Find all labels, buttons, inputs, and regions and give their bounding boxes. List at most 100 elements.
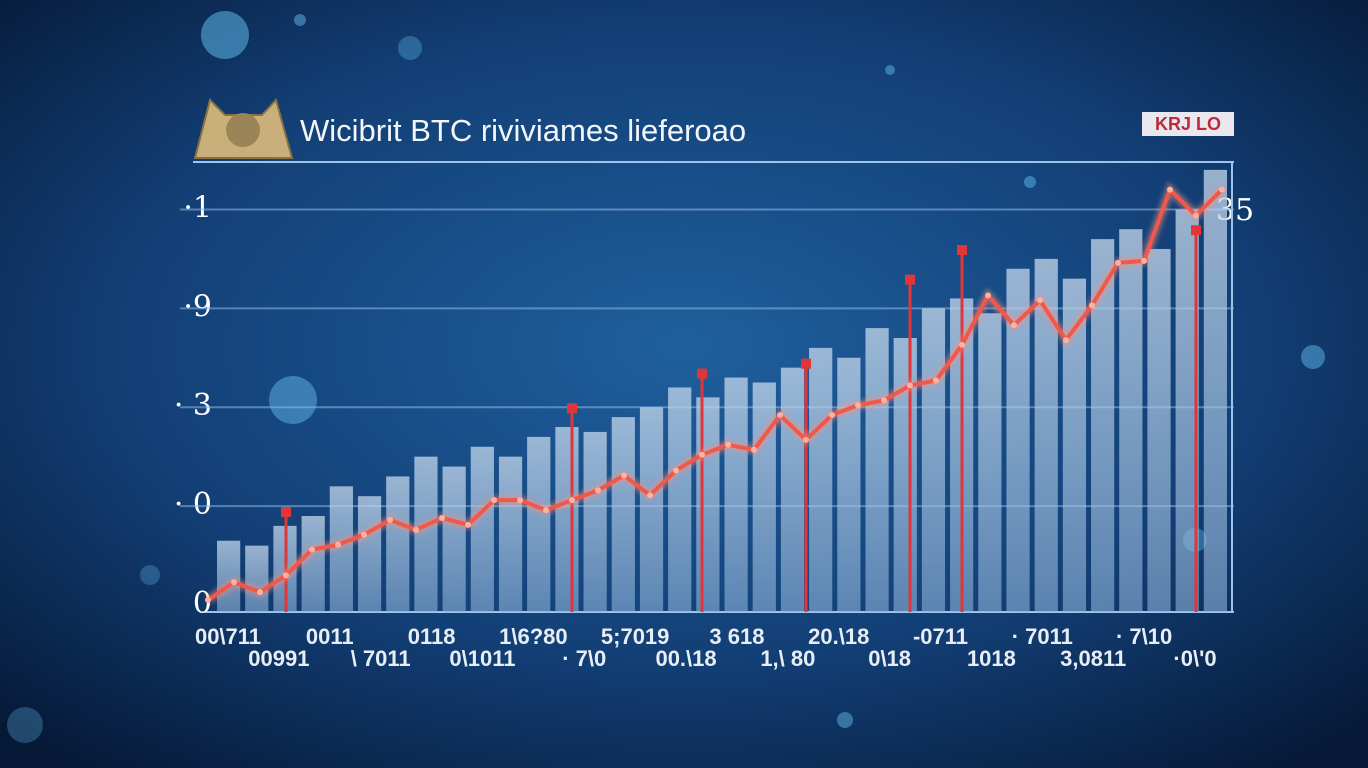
bar-sheen: [217, 540, 241, 612]
line-point: [751, 446, 757, 453]
bar-sheen: [1062, 278, 1087, 612]
bar-sheen: [414, 456, 438, 612]
line-point: [1193, 212, 1199, 219]
x-tick-label: 00.\18: [655, 646, 716, 671]
bar-sheen: [865, 328, 889, 612]
line-point: [439, 514, 445, 521]
logo: [193, 98, 294, 159]
bar-sheen: [1203, 169, 1227, 612]
line-point: [959, 341, 965, 348]
line-point: [1011, 322, 1017, 329]
line-point: [543, 507, 549, 514]
bar-sheen: [245, 545, 269, 612]
line-point: [1141, 257, 1147, 264]
line-point: [283, 572, 289, 579]
line-point: [985, 292, 991, 299]
x-tick-label: -0711: [913, 624, 968, 649]
bar-sheen: [498, 456, 523, 612]
x-tick-label: · 7\10: [1116, 624, 1172, 649]
line-point: [413, 526, 419, 533]
line-point: [309, 546, 315, 553]
bar-sheen: [583, 431, 607, 612]
bar-sheen: [696, 397, 720, 612]
bar-sheen: [1119, 229, 1143, 612]
line-point: [1037, 297, 1043, 304]
spike-cap: [905, 274, 915, 285]
spike-cap: [801, 358, 811, 369]
bar-sheen: [780, 367, 805, 612]
x-tick-label: 00991: [248, 646, 309, 671]
bar-sheen: [1034, 258, 1058, 612]
line-point: [387, 516, 393, 523]
bar-sheen: [921, 308, 946, 612]
bar-sheen: [442, 466, 466, 612]
x-tick-label: 3,0811: [1060, 646, 1126, 671]
line: [206, 187, 1224, 602]
line-point: [517, 497, 523, 504]
line-point: [595, 487, 601, 494]
bar-sheen: [470, 446, 494, 612]
y-tick-label: 0: [193, 586, 212, 621]
x-tick-label: 5;7019: [601, 624, 670, 649]
y-tick-label: · 3: [174, 388, 212, 423]
line-point: [1115, 259, 1121, 266]
y-tick-label: · 0: [174, 487, 212, 522]
spike-cap: [957, 245, 967, 255]
line-point: [465, 521, 471, 528]
bar-sheen: [639, 407, 664, 612]
x-tick-label: · 7\0: [562, 646, 606, 671]
line-point: [491, 497, 497, 504]
line-point: [855, 402, 861, 409]
line-point: [361, 531, 367, 538]
spike-cap: [697, 368, 707, 379]
x-tick-label: 00\711: [195, 624, 261, 649]
x-tick-label: 1,\ 80: [760, 646, 815, 671]
line-point: [673, 467, 679, 474]
line-point: [829, 412, 835, 419]
bar-sheen: [1091, 239, 1115, 612]
badge-box: [1142, 112, 1234, 136]
x-tick-label: \ 7011: [351, 646, 411, 671]
x-tick-label: 3 618: [709, 624, 764, 649]
spike-cap: [1191, 225, 1201, 236]
x-tick-label: 0118: [408, 624, 456, 649]
x-tick-label: 0\1011: [449, 646, 515, 671]
line-point: [725, 441, 731, 448]
x-tick-label: 1\6?80: [499, 624, 568, 649]
line-point: [621, 472, 627, 479]
bar-sheen: [1175, 209, 1199, 612]
line-point: [933, 377, 939, 384]
line-point: [1167, 186, 1173, 193]
bar-sheen: [527, 436, 551, 612]
y-tick-label: ·9: [183, 289, 212, 324]
bar-sheen: [668, 387, 692, 612]
line-point: [569, 497, 575, 504]
bar-sheen: [809, 347, 833, 612]
bar-sheen: [555, 427, 579, 612]
bar-sheen: [893, 338, 917, 612]
spike-cap: [281, 507, 291, 518]
badge: KRJ LO: [1155, 114, 1221, 134]
bar-sheen: [837, 357, 861, 612]
bar-sheen: [978, 313, 1002, 612]
line-point: [803, 436, 809, 443]
line-point: [231, 579, 237, 586]
bar-sheen: [386, 476, 410, 612]
x-tick-label: ·0\'0: [1173, 646, 1216, 671]
line-point: [907, 382, 913, 389]
y-tick-label: ·1: [183, 190, 212, 225]
bar-sheen: [301, 516, 325, 612]
line-point: [881, 397, 887, 404]
line-point: [1063, 336, 1069, 343]
bar-sheen: [1147, 249, 1171, 612]
bar-sheen: [724, 377, 748, 612]
x-tick-label: 0011: [306, 624, 354, 649]
line-point: [335, 541, 341, 548]
line-point: [257, 589, 263, 596]
x-tick-label: 0\18: [868, 646, 911, 671]
line-point: [1089, 302, 1095, 309]
x-tick-label: 1018: [967, 646, 1016, 671]
bar-sheen: [357, 496, 382, 612]
bar-sheen: [329, 486, 353, 612]
